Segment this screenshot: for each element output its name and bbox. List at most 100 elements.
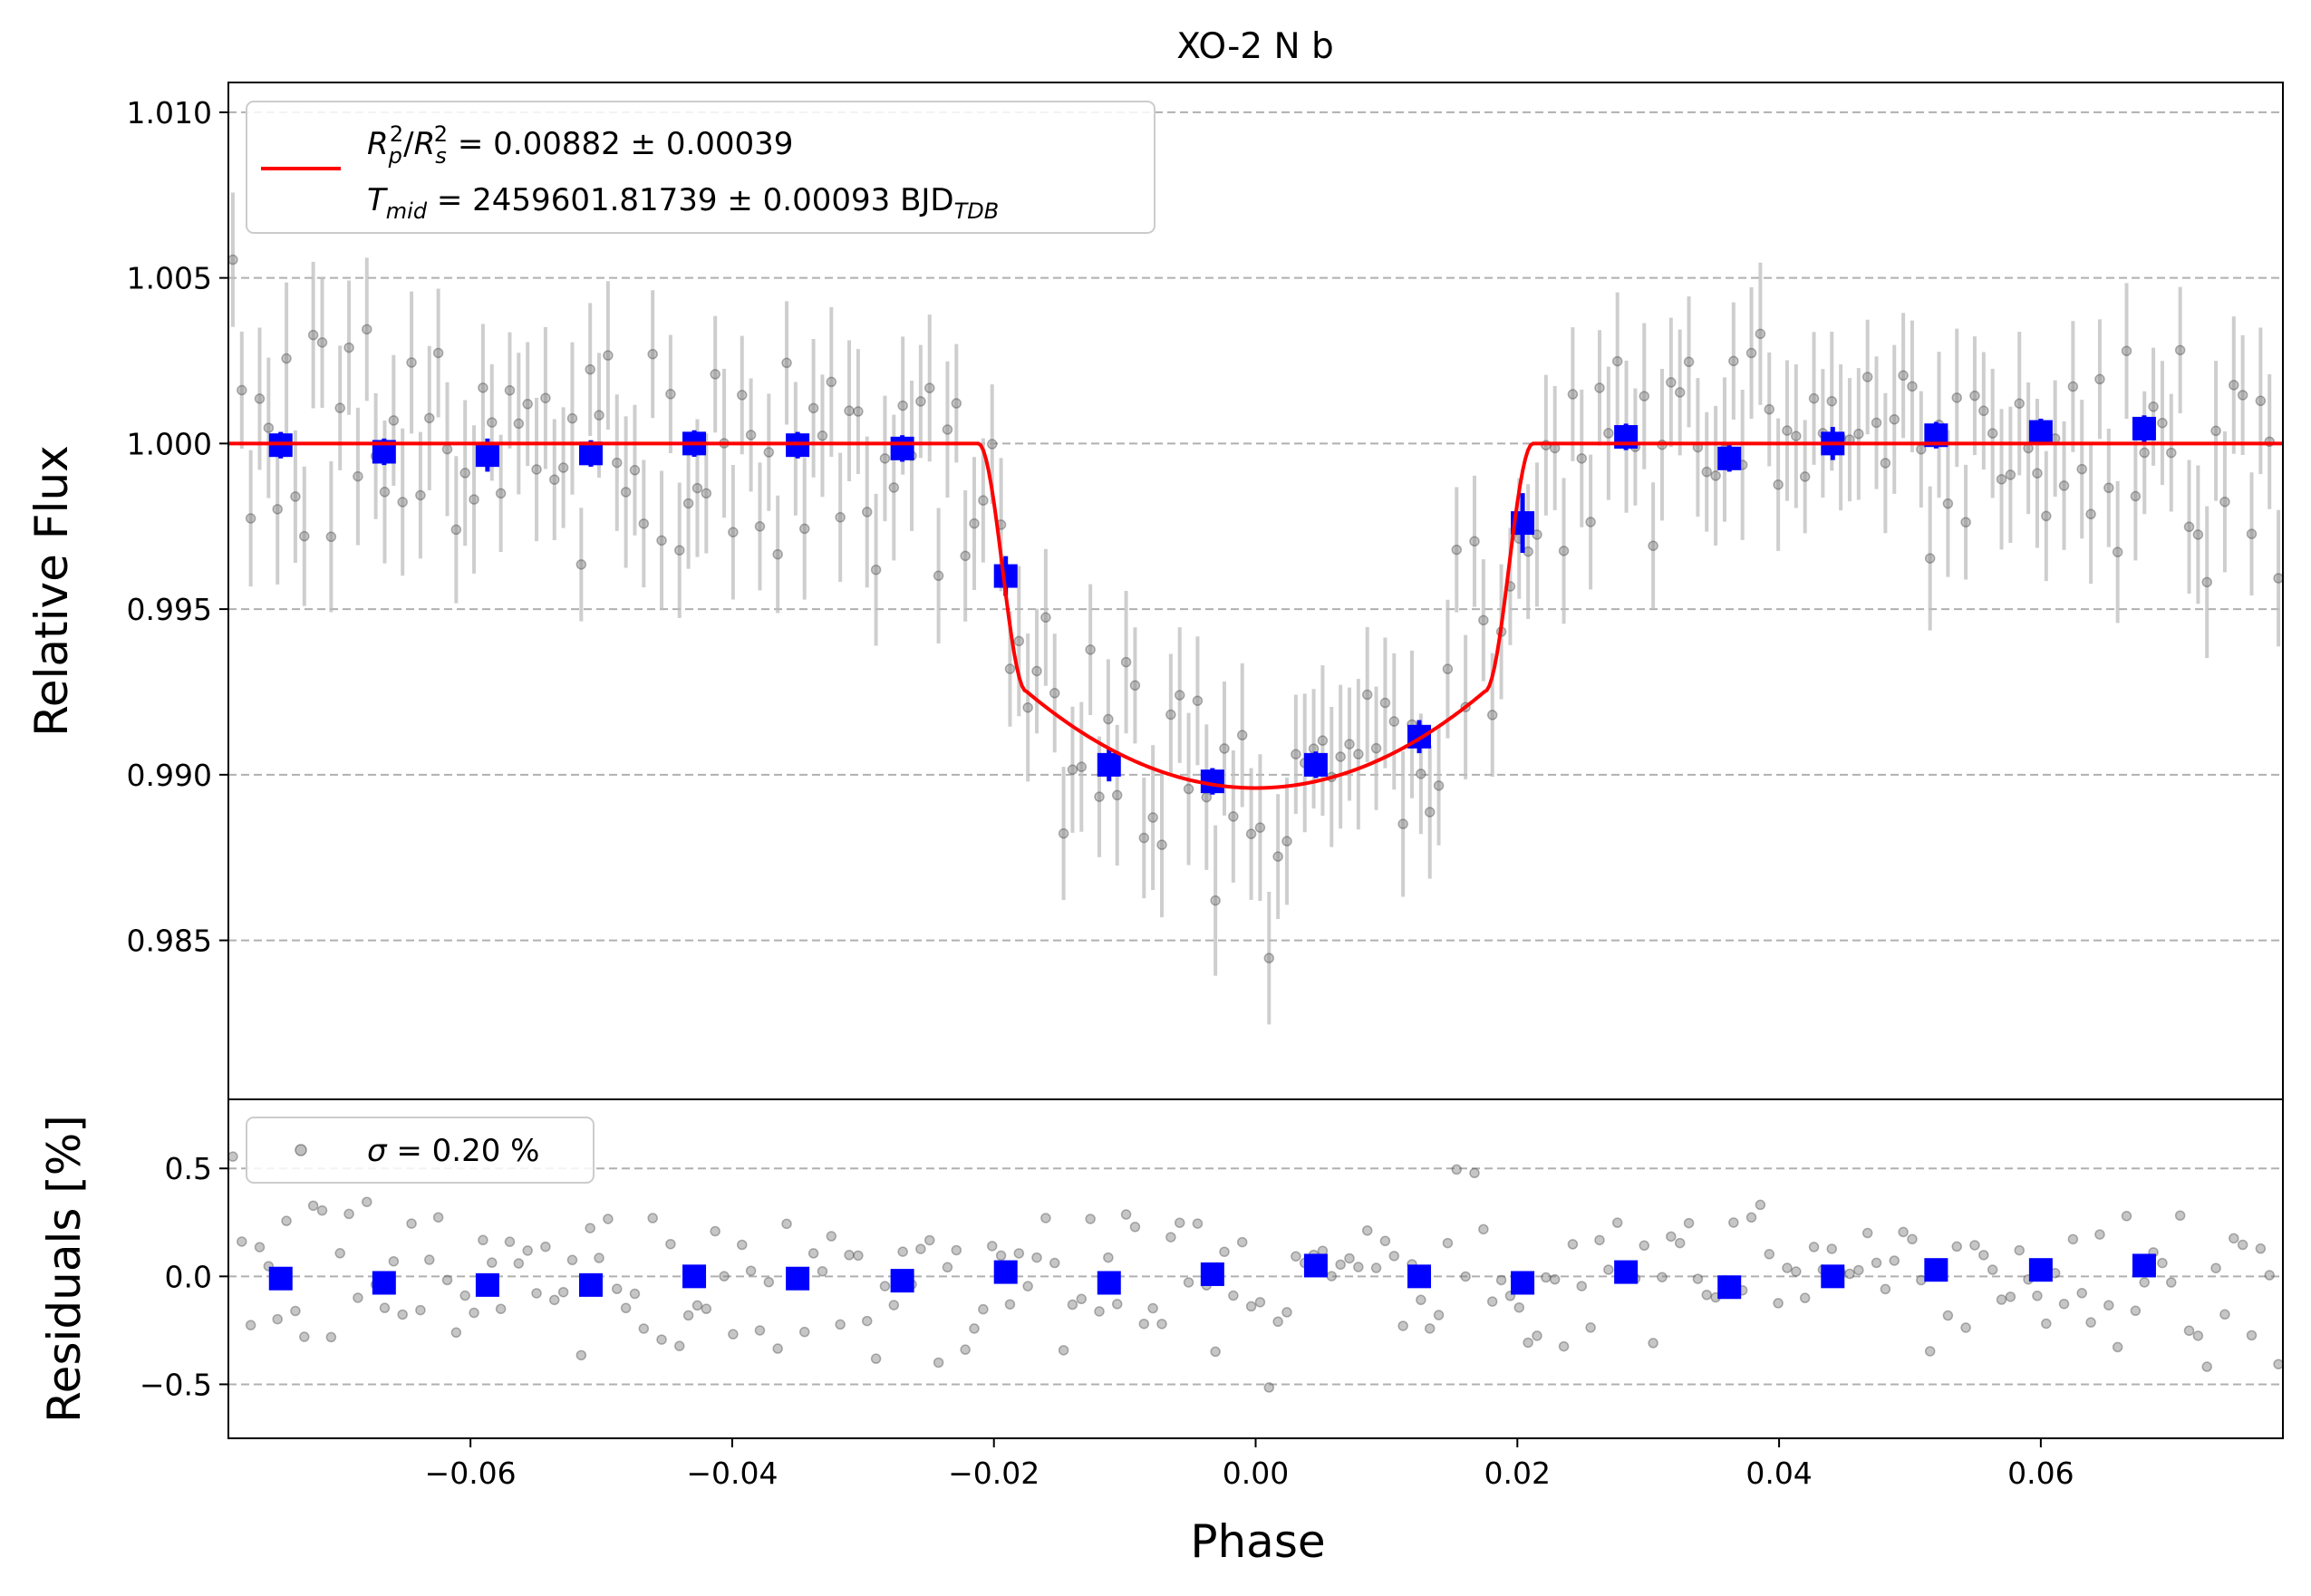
raw-point — [1103, 713, 1114, 725]
raw-point — [1058, 827, 1069, 839]
residual-point — [772, 1343, 783, 1354]
raw-point — [1219, 743, 1230, 754]
residual-point — [237, 1236, 247, 1247]
top-legend: Rp2/Rs2 = 0.00882 ± 0.00039 Tmid = 24596… — [246, 101, 1156, 234]
raw-point — [647, 348, 658, 360]
residual-point — [1791, 1266, 1802, 1277]
residual-point — [1960, 1322, 1971, 1333]
residual-point — [1541, 1272, 1552, 1283]
raw-point — [1764, 403, 1774, 415]
residual-point — [504, 1236, 516, 1247]
raw-point — [353, 470, 363, 482]
residual-point — [1799, 1292, 1811, 1303]
raw-point — [638, 518, 650, 529]
binned-residual-point — [1200, 1262, 1224, 1286]
binned-residual-point — [372, 1271, 396, 1295]
raw-point — [807, 402, 819, 414]
residual-point — [228, 1151, 238, 1162]
binned-residual-point — [475, 1272, 499, 1297]
residual-point — [1049, 1257, 1060, 1269]
binned-point — [475, 443, 499, 468]
residual-point — [1370, 1262, 1382, 1273]
raw-point — [2273, 573, 2283, 584]
top-y-tick-label: 0.995 — [127, 592, 212, 627]
bottom-legend: σ = 0.20 % — [246, 1117, 595, 1184]
residual-point — [1022, 1281, 1033, 1291]
raw-point — [844, 405, 855, 417]
residual-point — [763, 1276, 775, 1288]
residual-point — [1871, 1257, 1882, 1269]
residual-point — [1594, 1234, 1605, 1246]
bottom-y-ticks: −0.5 0.0 0.5 — [140, 1151, 228, 1402]
residual-point — [603, 1214, 614, 1224]
raw-point — [1594, 382, 1605, 393]
residual-point — [1969, 1240, 1980, 1251]
raw-point — [656, 535, 667, 547]
raw-point — [951, 398, 962, 409]
raw-point — [1889, 413, 1900, 425]
raw-point — [2237, 390, 2248, 401]
residual-point — [388, 1255, 400, 1267]
raw-point — [1808, 392, 1820, 404]
residual-point — [2246, 1330, 2258, 1341]
residual-point — [1773, 1298, 1784, 1309]
residual-point — [406, 1218, 417, 1229]
raw-point — [513, 418, 525, 430]
raw-point — [942, 424, 953, 435]
residual-point — [1469, 1167, 1480, 1179]
residual-point — [1416, 1294, 1426, 1306]
bottom-plot-frame — [227, 1098, 2284, 1439]
residual-point — [2201, 1361, 2212, 1372]
raw-point — [2219, 496, 2230, 508]
residual-point — [495, 1303, 507, 1314]
binned-residual-point — [578, 1272, 603, 1297]
residual-point — [638, 1323, 650, 1334]
raw-point — [1111, 789, 1123, 801]
raw-point — [540, 392, 551, 403]
raw-point — [2032, 468, 2043, 479]
raw-point — [853, 406, 864, 417]
transit-model-curve — [228, 441, 2283, 790]
residual-point — [432, 1212, 444, 1223]
residual-point — [1808, 1242, 1820, 1253]
raw-point — [826, 376, 837, 388]
raw-point — [469, 494, 479, 505]
residual-point — [1031, 1252, 1042, 1263]
binned-point — [578, 441, 603, 466]
raw-point — [594, 410, 604, 421]
raw-point — [1281, 836, 1292, 846]
raw-point — [2210, 425, 2221, 437]
residual-point — [487, 1257, 498, 1268]
raw-point — [1728, 355, 1739, 367]
raw-point — [245, 513, 256, 524]
residual-point — [1648, 1338, 1658, 1349]
residual-point — [888, 1300, 900, 1311]
residual-point — [549, 1294, 560, 1306]
residual-point — [450, 1327, 462, 1339]
residual-point — [1076, 1293, 1088, 1305]
residual-point — [1486, 1296, 1498, 1307]
residual-point — [745, 1265, 757, 1276]
raw-point — [763, 447, 775, 458]
binned-point — [2028, 420, 2053, 444]
raw-point — [1085, 644, 1096, 655]
binned-residual-point — [268, 1266, 293, 1291]
raw-point — [228, 254, 238, 266]
residual-point — [1987, 1264, 1998, 1275]
raw-point — [817, 430, 828, 441]
residual-point — [2229, 1233, 2239, 1244]
raw-point — [710, 369, 720, 380]
residual-point — [951, 1244, 962, 1256]
residual-point — [2041, 1318, 2052, 1330]
binned-residual-point — [1614, 1260, 1639, 1284]
residual-point — [343, 1208, 354, 1220]
raw-point — [406, 357, 417, 368]
residual-point — [1683, 1217, 1695, 1229]
raw-point — [307, 329, 319, 341]
raw-point — [2067, 381, 2079, 392]
residual-point — [1085, 1214, 1096, 1224]
residual-point — [1585, 1322, 1596, 1333]
raw-point — [870, 564, 882, 576]
residual-point — [1156, 1319, 1167, 1330]
raw-point — [772, 548, 783, 560]
